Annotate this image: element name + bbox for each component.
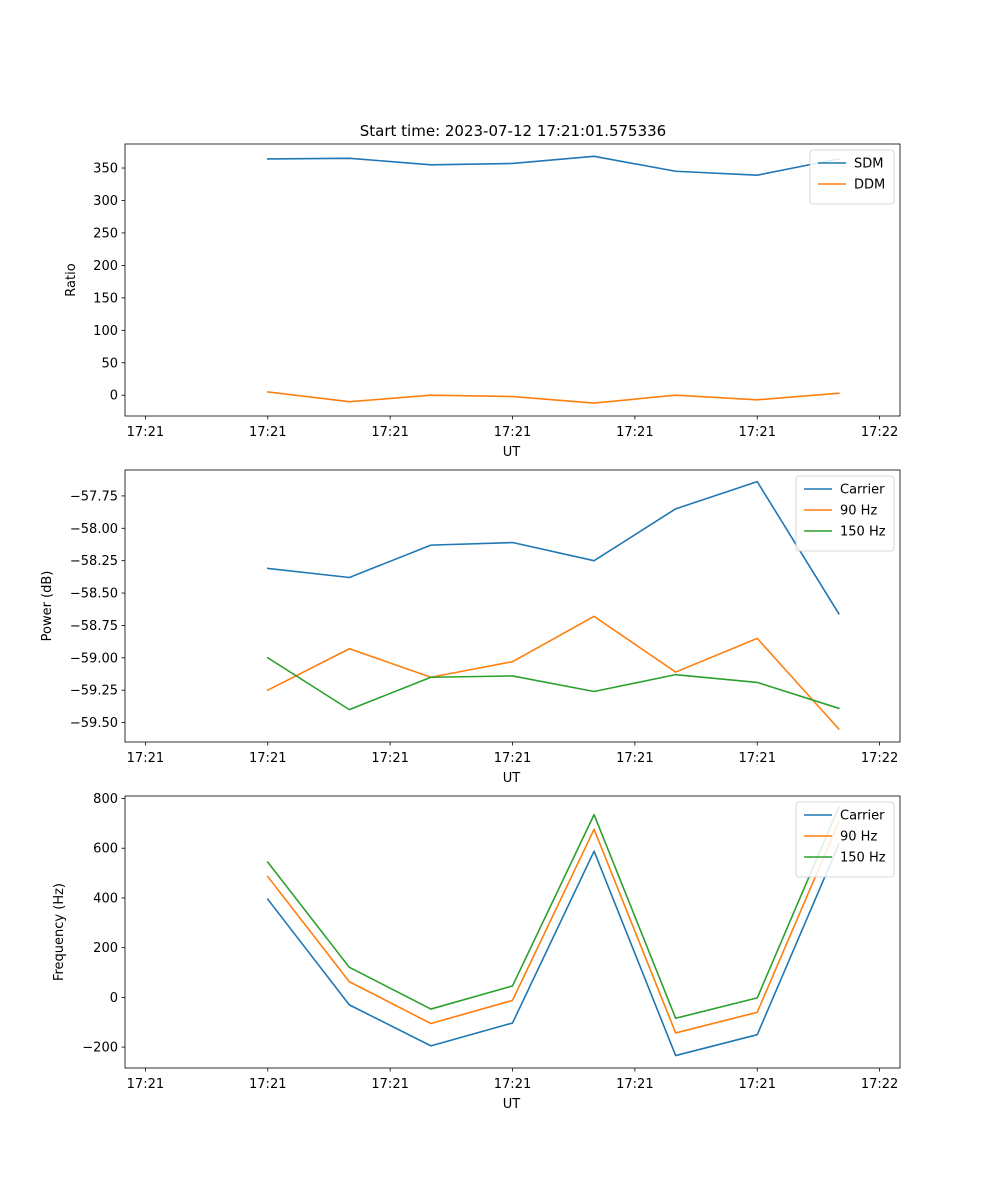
power-legend: Carrier 90 Hz 150 Hz <box>795 475 895 552</box>
ratio-y-tick-label: 150 <box>93 291 118 306</box>
ratio-y-axis-label: Ratio <box>64 263 79 296</box>
frequency-y-tick-label: 600 <box>93 842 118 857</box>
power-x-axis-label: UT <box>503 771 521 786</box>
power-x-tick-label: 17:21 <box>616 751 653 766</box>
power-x-tick-label: 17:21 <box>494 751 531 766</box>
power-x-tick-label: 17:22 <box>861 751 898 766</box>
ratio-y-tick-label: 50 <box>101 356 118 371</box>
power-series-line-150-hz <box>266 656 840 711</box>
power-x-tick-label: 17:21 <box>249 751 286 766</box>
ratio-axes: 17:21 17:21 17:21 17:21 17:21 17:21 17:22 0 50 10… <box>64 143 901 460</box>
ratio-series-line-ddm <box>266 391 840 404</box>
frequency-x-tick-label: 17:21 <box>616 1077 653 1092</box>
power-series-line-90-hz <box>266 615 840 731</box>
frequency-legend-label: Carrier <box>840 809 885 824</box>
ratio-legend: SDM DDM <box>809 149 895 205</box>
power-y-tick-label: −58.75 <box>70 619 118 634</box>
power-legend-label: 90 Hz <box>840 504 877 519</box>
ratio-x-tick-label: 17:21 <box>371 425 408 440</box>
ratio-x-tick-label: 17:21 <box>616 425 653 440</box>
frequency-x-tick-label: 17:22 <box>861 1077 898 1092</box>
ratio-x-axis-label: UT <box>503 445 521 460</box>
ratio-x-tick-label: 17:21 <box>127 425 164 440</box>
power-y-tick-label: −58.25 <box>70 554 118 569</box>
ratio-x-tick-label: 17:21 <box>494 425 531 440</box>
frequency-y-axis-label: Frequency (Hz) <box>52 883 67 981</box>
power-y-tick-label: −58.00 <box>70 522 118 537</box>
frequency-y-tick-label: 200 <box>93 941 118 956</box>
ratio-x-tick-label: 17:21 <box>249 425 286 440</box>
power-x-tick-label: 17:21 <box>127 751 164 766</box>
power-y-axis-label: Power (dB) <box>40 571 55 642</box>
ratio-series-line-sdm <box>266 155 840 176</box>
ratio-legend-label: SDM <box>854 157 883 172</box>
power-legend-frame <box>795 475 895 552</box>
power-legend-label: 150 Hz <box>840 525 886 540</box>
power-y-tick-label: −58.50 <box>70 587 118 602</box>
power-legend-label: Carrier <box>840 483 885 498</box>
ratio-y-tick-label: 350 <box>93 162 118 177</box>
ratio-x-tick-label: 17:21 <box>739 425 776 440</box>
power-y-tick-label: −59.50 <box>70 716 118 731</box>
frequency-y-tick-label: 0 <box>110 991 118 1006</box>
frequency-x-tick-label: 17:21 <box>371 1077 408 1092</box>
ratio-y-tick-label: 250 <box>93 226 118 241</box>
subplots: 17:21 17:21 17:21 17:21 17:21 17:21 17:22 0 50 10… <box>40 143 901 1112</box>
frequency-series-line-90-hz <box>266 821 840 1034</box>
ratio-y-tick-label: 0 <box>110 389 118 404</box>
frequency-y-tick-label: 800 <box>93 792 118 807</box>
ratio-y-tick-label: 200 <box>93 259 118 274</box>
frequency-x-tick-label: 17:21 <box>249 1077 286 1092</box>
frequency-legend: Carrier 90 Hz 150 Hz <box>795 801 895 878</box>
frequency-x-axis-label: UT <box>503 1097 521 1112</box>
frequency-series-line-150-hz <box>266 806 840 1020</box>
ratio-y-tick-label: 100 <box>93 324 118 339</box>
frequency-x-tick-label: 17:21 <box>494 1077 531 1092</box>
frequency-x-tick-label: 17:21 <box>127 1077 164 1092</box>
frequency-series-line-carrier <box>266 843 840 1057</box>
frequency-legend-label: 90 Hz <box>840 830 877 845</box>
frequency-y-tick-label: −200 <box>82 1041 118 1056</box>
ratio-x-tick-label: 17:22 <box>861 425 898 440</box>
ratio-y-tick-label: 300 <box>93 194 118 209</box>
power-y-tick-label: −59.25 <box>70 684 118 699</box>
power-x-tick-label: 17:21 <box>739 751 776 766</box>
power-y-tick-label: −59.00 <box>70 651 118 666</box>
ratio-legend-label: DDM <box>854 178 885 193</box>
frequency-legend-label: 150 Hz <box>840 851 886 866</box>
power-x-tick-label: 17:21 <box>371 751 408 766</box>
frequency-x-tick-label: 17:21 <box>739 1077 776 1092</box>
frequency-axes: 17:21 17:21 17:21 17:21 17:21 17:21 17:22 −200 0… <box>52 792 901 1112</box>
figure-title: Start time: 2023-07-12 17:21:01.575336 <box>360 122 666 140</box>
frequency-y-tick-label: 400 <box>93 891 118 906</box>
power-series-line-carrier <box>266 480 840 615</box>
power-y-tick-label: −57.75 <box>70 489 118 504</box>
power-axes: 17:21 17:21 17:21 17:21 17:21 17:21 17:22 −59.5… <box>40 469 901 786</box>
frequency-legend-frame <box>795 801 895 878</box>
